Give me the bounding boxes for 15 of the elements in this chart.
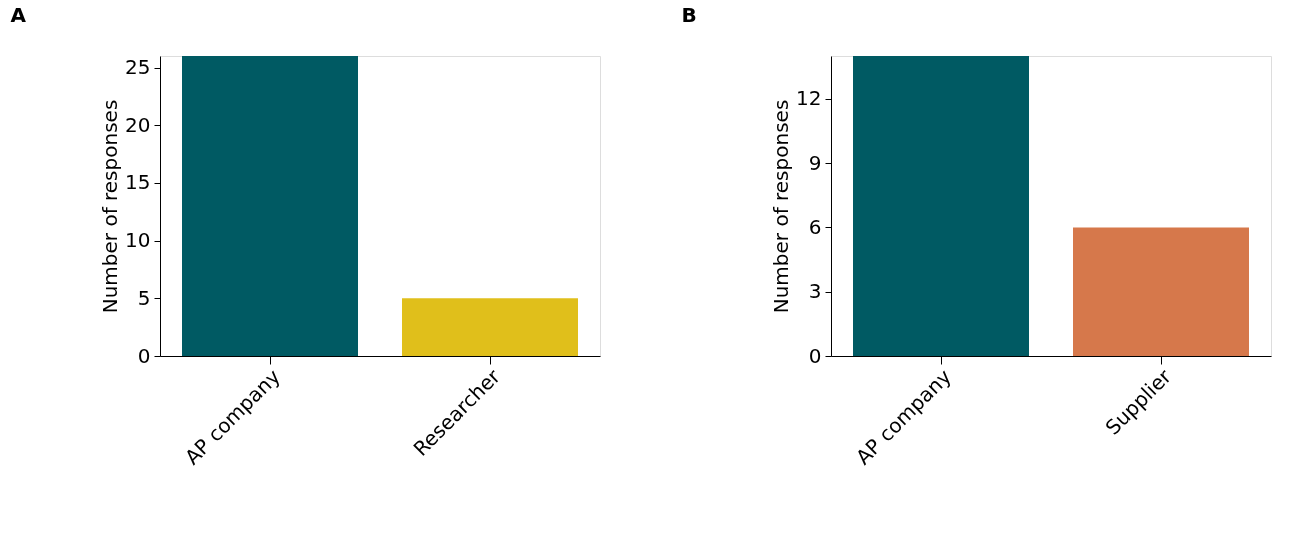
y-tick-label: 9: [808, 150, 822, 175]
y-tick-label: 25: [125, 55, 151, 80]
y-tick-label: 15: [125, 170, 151, 195]
y-axis-title: Number of responses: [98, 99, 123, 314]
chart-title: A: [10, 3, 27, 27]
y-tick-label: 6: [808, 214, 822, 239]
y-tick-label: 20: [125, 112, 151, 137]
y-tick-label: 3: [808, 279, 822, 304]
y-tick-label: 0: [137, 343, 151, 368]
y-axis-title: Number of responses: [769, 99, 794, 314]
y-tick-label: 12: [796, 86, 822, 111]
y-tick-label: 0: [808, 343, 822, 368]
y-tick-label: 10: [125, 228, 151, 253]
chart-title: B: [681, 3, 697, 27]
y-tick-label: 5: [137, 285, 151, 310]
